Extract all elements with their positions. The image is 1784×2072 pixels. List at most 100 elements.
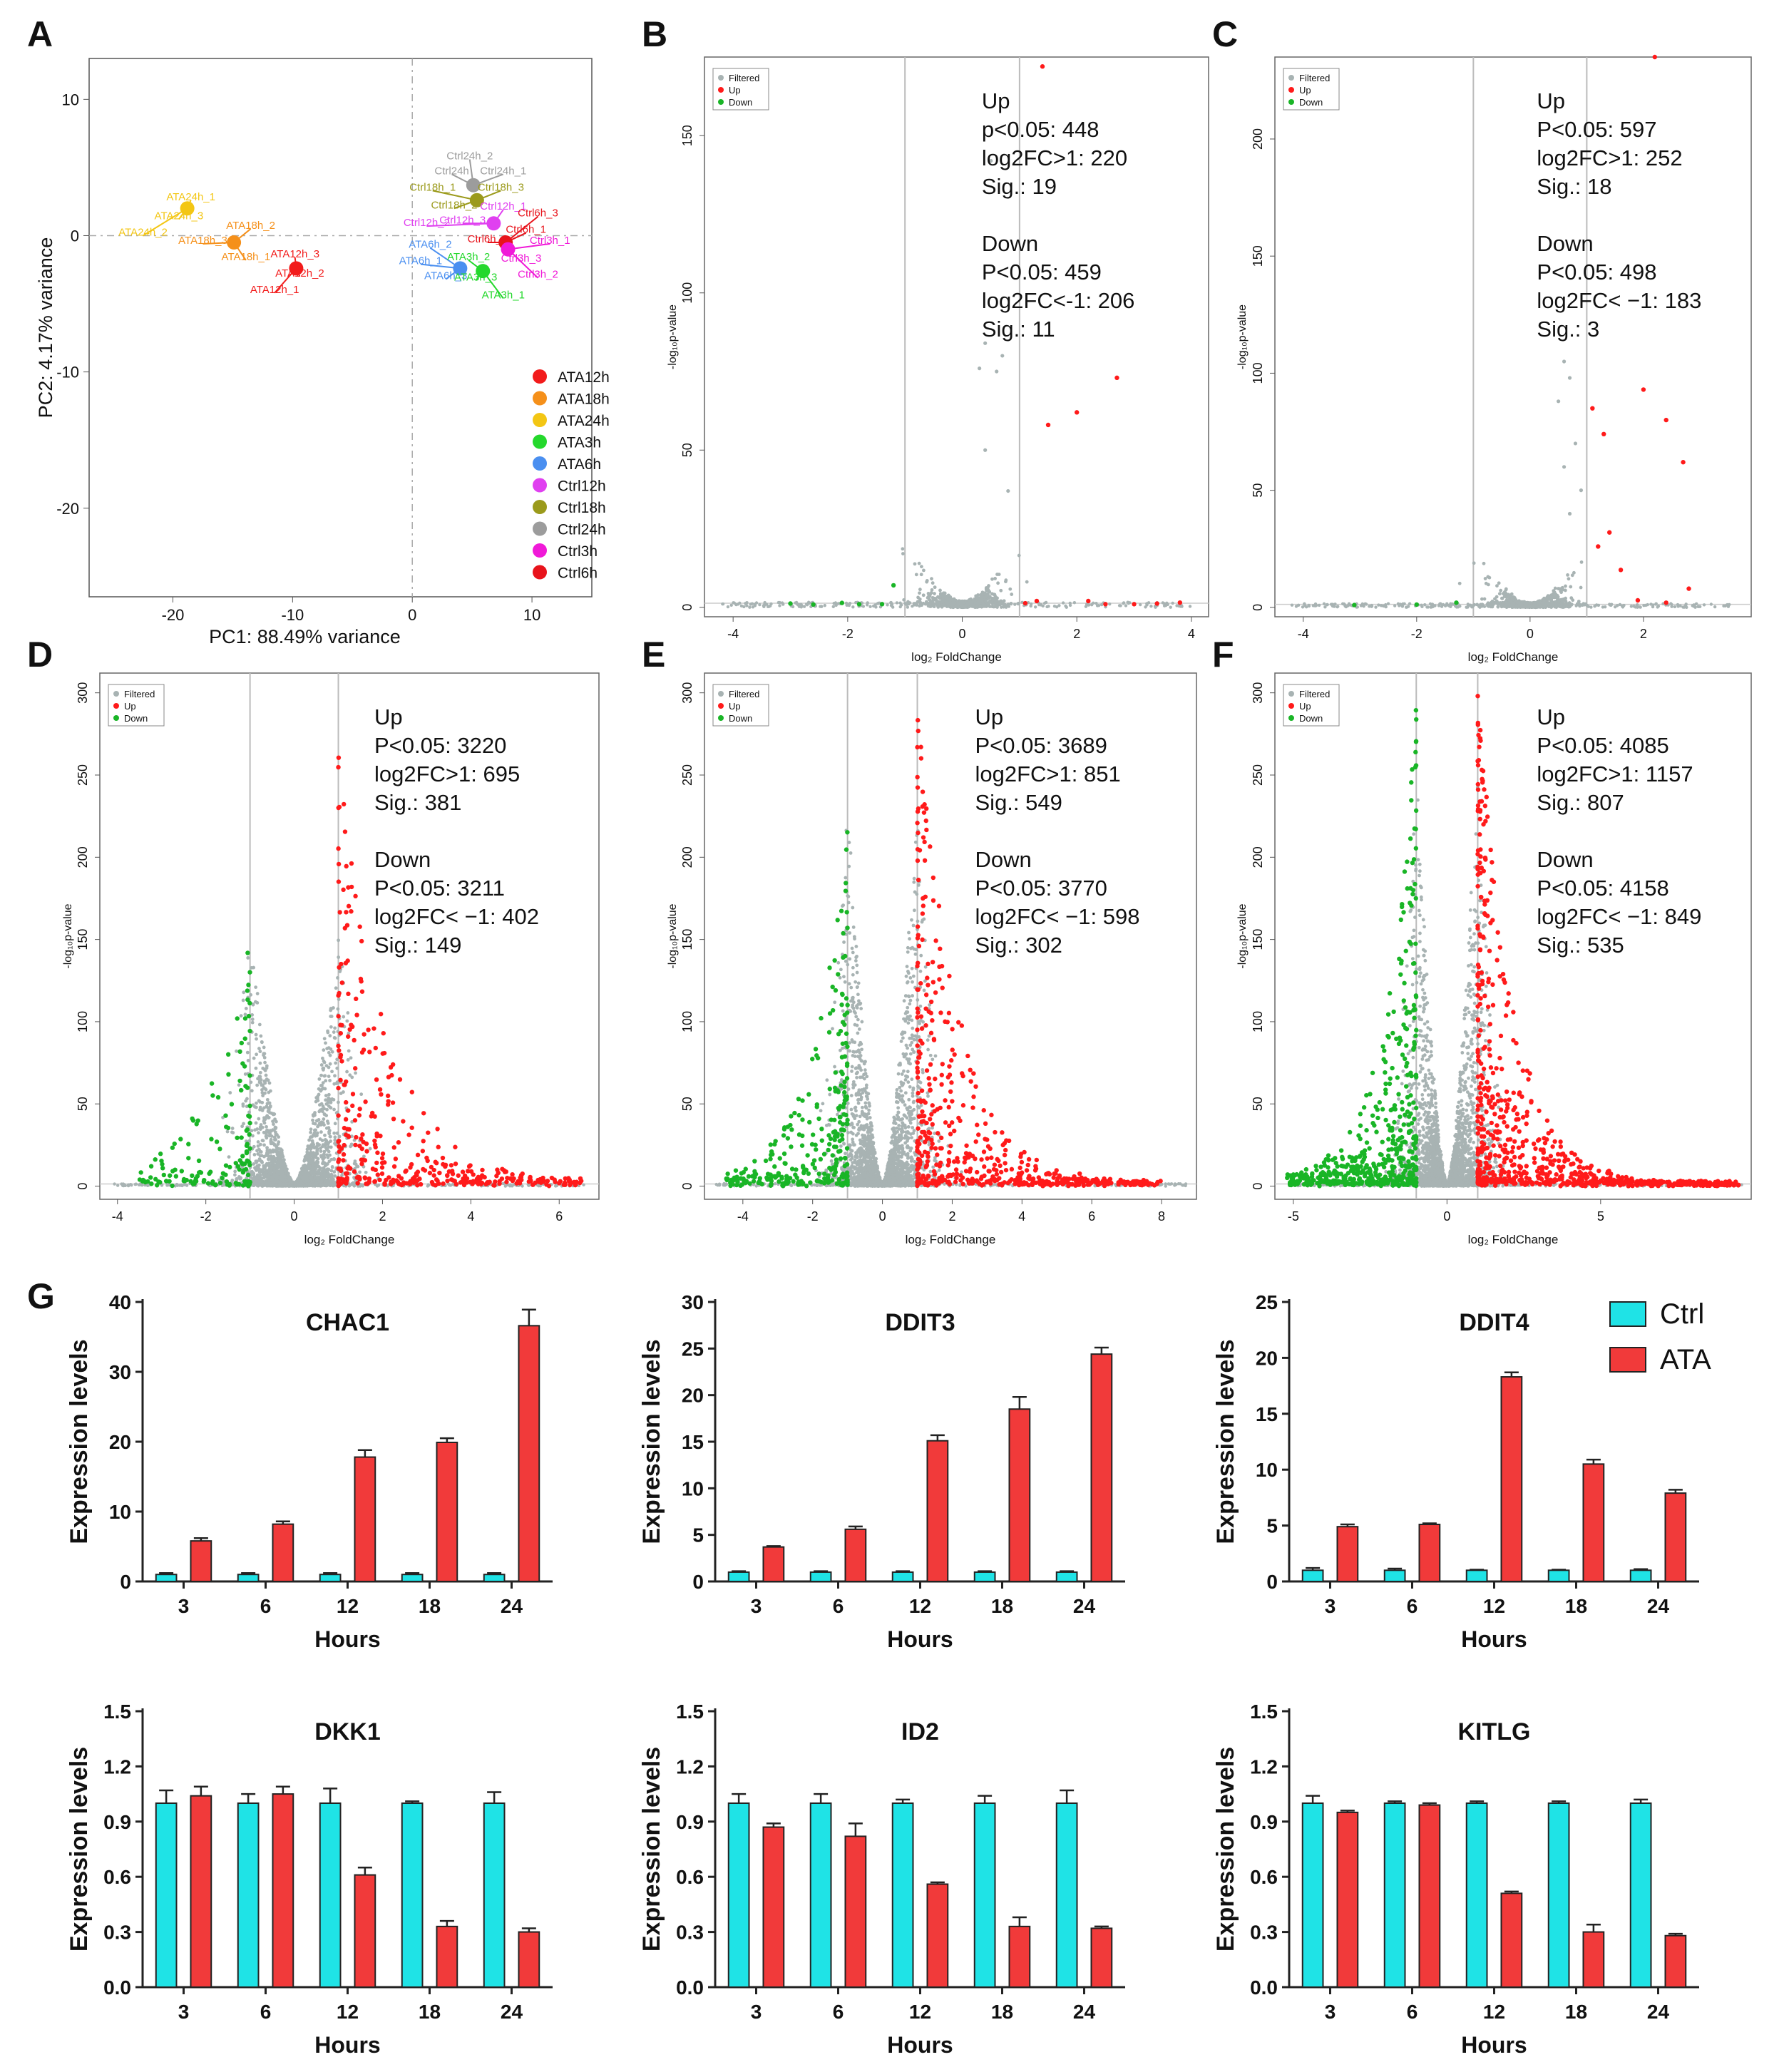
pca-centroid-ata12h bbox=[289, 261, 304, 276]
filtered-point bbox=[1562, 465, 1567, 469]
filtered-point bbox=[1644, 603, 1648, 607]
filtered-point bbox=[950, 598, 955, 602]
filtered-point bbox=[1556, 595, 1560, 599]
filtered-point bbox=[265, 1129, 269, 1133]
filtered-point bbox=[278, 1184, 282, 1187]
pca-x-label: PC1: 88.49% variance bbox=[209, 626, 401, 647]
filtered-point bbox=[338, 970, 342, 973]
filtered-point bbox=[1542, 596, 1546, 600]
filtered-point bbox=[1119, 604, 1122, 607]
annotation-down-line: log2FC< −1: 183 bbox=[1537, 288, 1701, 313]
filtered-point bbox=[920, 565, 923, 569]
filtered-point bbox=[342, 1015, 346, 1019]
legend-label-up: Up bbox=[1299, 85, 1311, 96]
annotation-up-line: log2FC>1: 252 bbox=[1537, 145, 1682, 170]
legend-label-ata18h: ATA18h bbox=[558, 391, 610, 408]
annotation-down-title: Down bbox=[982, 231, 1038, 256]
legend-dot bbox=[533, 565, 547, 580]
filtered-point bbox=[325, 1147, 329, 1152]
filtered-point bbox=[249, 993, 253, 997]
down-point bbox=[1352, 602, 1357, 607]
pca-replicate-label: Ctrl18h_3 bbox=[478, 181, 524, 193]
filtered-point bbox=[1039, 603, 1043, 607]
up-point bbox=[1114, 375, 1119, 381]
filtered-point bbox=[919, 573, 923, 577]
filtered-point bbox=[1000, 605, 1003, 609]
filtered-point bbox=[311, 1118, 314, 1122]
filtered-point bbox=[823, 603, 826, 607]
filtered-point bbox=[1537, 602, 1542, 607]
filtered-point bbox=[333, 1122, 337, 1126]
panel-letter-e: E bbox=[642, 635, 665, 675]
legend-label-ctrl18h: Ctrl18h bbox=[558, 500, 606, 516]
annotation-down-line: P<0.05: 459 bbox=[982, 260, 1102, 284]
filtered-point bbox=[306, 1144, 310, 1148]
filtered-point bbox=[250, 1017, 255, 1021]
filtered-point bbox=[1029, 604, 1032, 608]
filtered-point bbox=[763, 600, 767, 605]
filtered-point bbox=[252, 1144, 256, 1149]
legend-dot bbox=[533, 543, 547, 558]
filtered-point bbox=[318, 1137, 322, 1141]
pca-replicate-label: Ctrl12h_3 bbox=[439, 214, 486, 226]
filtered-point bbox=[1492, 602, 1495, 607]
y-tick-label: 250 bbox=[76, 764, 90, 786]
filtered-point bbox=[333, 1174, 337, 1178]
filtered-point bbox=[319, 1073, 323, 1077]
filtered-point bbox=[328, 1062, 332, 1066]
filtered-point bbox=[1511, 605, 1515, 609]
filtered-point bbox=[262, 1052, 267, 1056]
filtered-point bbox=[264, 1169, 268, 1174]
filtered-point bbox=[933, 596, 936, 600]
filtered-point bbox=[1684, 602, 1688, 606]
y-tick-label: 100 bbox=[1251, 362, 1265, 384]
filtered-point bbox=[253, 1128, 257, 1132]
pca-replicate-label: Ctrl12h_2 bbox=[404, 217, 450, 229]
filtered-point bbox=[978, 366, 982, 371]
filtered-point bbox=[265, 1114, 269, 1119]
filtered-point bbox=[1547, 605, 1551, 609]
filtered-point bbox=[921, 593, 926, 598]
filtered-point bbox=[582, 1183, 585, 1186]
filtered-point bbox=[965, 602, 969, 607]
filtered-point bbox=[306, 1164, 310, 1168]
volcano-x-label: log₂ FoldChange bbox=[911, 650, 1002, 664]
legend-label-ata3h: ATA3h bbox=[558, 435, 601, 451]
x-tick-label: 2 bbox=[1640, 627, 1647, 641]
filtered-point bbox=[1393, 604, 1397, 607]
filtered-point bbox=[901, 547, 905, 551]
pca-centroid-ata3h bbox=[476, 264, 491, 279]
filtered-point bbox=[1294, 605, 1298, 608]
filtered-point bbox=[975, 602, 980, 606]
filtered-point bbox=[255, 1164, 260, 1168]
filtered-point bbox=[992, 598, 995, 602]
filtered-point bbox=[1355, 605, 1360, 609]
filtered-point bbox=[874, 605, 878, 609]
filtered-point bbox=[1175, 604, 1179, 607]
filtered-point bbox=[230, 1127, 235, 1130]
filtered-point bbox=[1562, 598, 1567, 602]
filtered-point bbox=[326, 1161, 329, 1166]
filtered-point bbox=[274, 1119, 278, 1124]
filtered-point bbox=[1553, 586, 1557, 590]
filtered-point bbox=[1097, 603, 1101, 607]
filtered-point bbox=[959, 601, 963, 605]
filtered-point bbox=[280, 1155, 284, 1159]
filtered-point bbox=[1386, 602, 1390, 605]
filtered-point bbox=[1507, 602, 1511, 606]
filtered-point bbox=[1496, 605, 1500, 609]
filtered-point bbox=[319, 1130, 323, 1134]
filtered-point bbox=[325, 1107, 329, 1112]
legend-label-down: Down bbox=[729, 97, 752, 108]
x-tick-label: -4 bbox=[112, 1209, 123, 1224]
filtered-point bbox=[846, 602, 849, 607]
up-point bbox=[1086, 598, 1091, 604]
filtered-point bbox=[943, 595, 947, 598]
legend-dot bbox=[533, 456, 547, 471]
pca-replicate-label: ATA6h_2 bbox=[409, 239, 451, 251]
filtered-point bbox=[807, 601, 811, 605]
up-point bbox=[1045, 422, 1051, 428]
filtered-point bbox=[1425, 605, 1429, 609]
up-point bbox=[1681, 460, 1686, 465]
filtered-point bbox=[995, 605, 998, 608]
